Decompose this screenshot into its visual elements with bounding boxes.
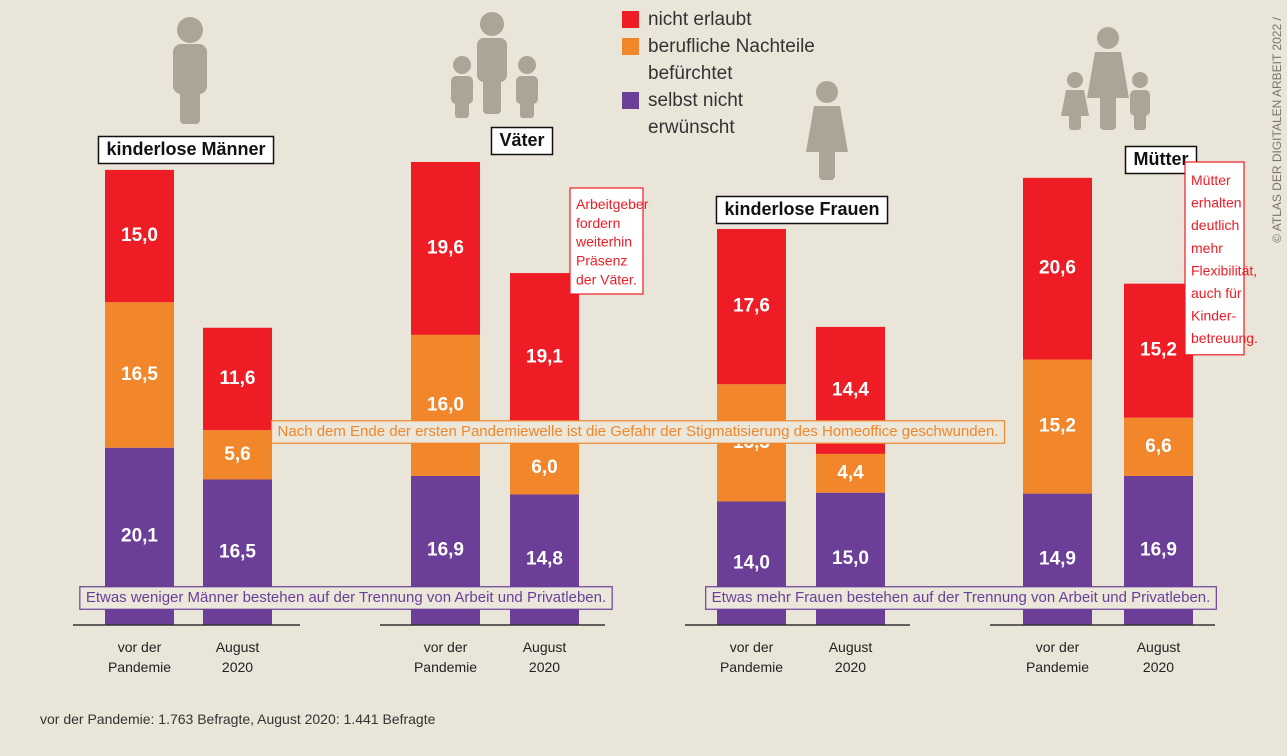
- x-tick-label: vor der Pandemie: [107, 639, 172, 675]
- value-label: 15,2: [1140, 340, 1177, 361]
- label-text: Etwas mehr Frauen bestehen auf der Trenn…: [712, 589, 1211, 606]
- x-tick-label: vor der Pandemie: [1025, 639, 1090, 675]
- boxed-label: Etwas mehr Frauen bestehen auf der Trenn…: [705, 586, 1217, 610]
- label-box: [705, 586, 1217, 610]
- bar-segment: [1023, 177, 1092, 360]
- bar-segment: [510, 273, 579, 442]
- legend-swatch: [622, 92, 639, 109]
- value-label: 4,4: [837, 462, 864, 483]
- legend-label: nicht erlaubt: [648, 9, 752, 30]
- credit: © ATLAS DER DIGITALEN ARBEIT 2022 /: [1270, 17, 1284, 243]
- bar-segment: [105, 169, 174, 303]
- note-line: Mütter: [1191, 172, 1231, 188]
- value-label: 14,9: [1039, 548, 1076, 569]
- note-line: Kinder-: [1191, 308, 1236, 324]
- x-tick-label: August 2020: [215, 639, 260, 675]
- icons: [173, 12, 1150, 180]
- x-tick-label: August 2020: [522, 639, 567, 675]
- legend-item: berufliche Nachteile befürchtet: [622, 33, 822, 87]
- label-text: Väter: [499, 130, 544, 150]
- boxed-label: Etwas weniger Männer bestehen auf der Tr…: [79, 586, 613, 610]
- value-label: 16,9: [427, 539, 464, 560]
- legend-label: berufliche Nachteile befürchtet: [648, 36, 815, 84]
- bar-segment: [411, 334, 480, 476]
- bar-segment: [1124, 283, 1193, 418]
- value-label: 16,9: [1140, 539, 1177, 560]
- note-line: betreuung.: [1191, 330, 1258, 346]
- value-label: 15,0: [121, 225, 158, 246]
- legend-item: nicht erlaubt: [622, 6, 822, 33]
- value-label: 6,0: [531, 457, 557, 478]
- bar-segment: [510, 441, 579, 495]
- label-box: [1124, 145, 1198, 175]
- label-box: [79, 586, 613, 610]
- label-box: [270, 420, 1006, 444]
- label-text: Mütter: [1134, 149, 1189, 169]
- x-tick-label: vor der Pandemie: [719, 639, 784, 675]
- x-tick-label: August 2020: [828, 639, 873, 675]
- legend-label: selbst nicht erwünscht: [648, 90, 744, 138]
- label-box: [715, 195, 889, 225]
- boxed-label: Mütter: [1124, 145, 1198, 175]
- bar-segment: [203, 430, 272, 480]
- value-label: 6,6: [1145, 436, 1171, 457]
- note-line: mehr: [1191, 240, 1223, 256]
- bar-segment: [1023, 359, 1092, 494]
- bar-segment: [105, 302, 174, 448]
- note-line: erhalten: [1191, 195, 1242, 211]
- value-label: 14,8: [526, 549, 563, 570]
- value-label: 17,6: [733, 296, 770, 317]
- note-line: deutlich: [1191, 217, 1239, 233]
- value-label: 14,4: [832, 379, 869, 400]
- value-label: 19,1: [526, 346, 563, 367]
- bar-segment: [203, 327, 272, 431]
- note-line: weiterhin: [575, 234, 632, 250]
- bar-segment: [717, 228, 786, 385]
- bar-segment: [816, 453, 885, 493]
- value-label: 20,1: [121, 525, 158, 546]
- label-text: Etwas weniger Männer bestehen auf der Tr…: [86, 589, 606, 606]
- value-label: 16,5: [219, 541, 256, 562]
- note-box: [569, 187, 644, 295]
- boxed-label: kinderlose Männer: [97, 135, 275, 165]
- note-line: Präsenz: [576, 253, 627, 269]
- label-text: kinderlose Frauen: [724, 199, 879, 219]
- note-line: auch für: [1191, 285, 1242, 301]
- note-line: Flexibilität,: [1191, 262, 1257, 278]
- value-label: 14,0: [733, 552, 770, 573]
- boxed-label: kinderlose Frauen: [715, 195, 889, 225]
- value-label: 5,6: [224, 444, 250, 465]
- value-label: 11,6: [220, 368, 256, 389]
- bar-segment: [1124, 417, 1193, 476]
- value-label: 20,6: [1039, 258, 1076, 279]
- value-label: 19,6: [427, 237, 464, 258]
- note-line: Arbeitgeber: [576, 196, 649, 212]
- legend: nicht erlaubt berufliche Nachteile befürc…: [622, 6, 822, 141]
- label-box: [490, 126, 554, 156]
- footnote: vor der Pandemie: 1.763 Befragte, August…: [40, 711, 436, 727]
- legend-swatch: [622, 11, 639, 28]
- label-text: Nach dem Ende der ersten Pandemiewelle i…: [278, 423, 999, 440]
- x-tick-label: August 2020: [1136, 639, 1181, 675]
- legend-item: selbst nicht erwünscht: [622, 87, 822, 141]
- value-label: 16,5: [121, 364, 158, 385]
- value-label: 15,2: [1039, 416, 1076, 437]
- label-box: [97, 135, 275, 165]
- label-text: kinderlose Männer: [106, 139, 265, 159]
- x-tick-label: vor der Pandemie: [413, 639, 478, 675]
- note-box: [1184, 161, 1245, 356]
- boxed-label: Väter: [490, 126, 554, 156]
- value-label: 16,0: [427, 394, 464, 415]
- boxed-label: Nach dem Ende der ersten Pandemiewelle i…: [270, 420, 1006, 444]
- legend-swatch: [622, 38, 639, 55]
- note-line: der Väter.: [576, 271, 637, 287]
- value-label: 15,0: [832, 548, 869, 569]
- bar-segment: [411, 161, 480, 335]
- note-line: fordern: [576, 215, 620, 231]
